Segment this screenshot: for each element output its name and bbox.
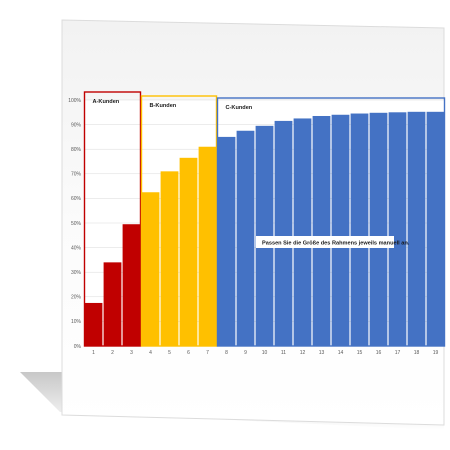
- bar-series: [84, 111, 445, 347]
- y-tick-label: 70%: [71, 172, 82, 178]
- x-tick-label: 15: [357, 350, 363, 356]
- y-tick-label: 50%: [71, 221, 82, 227]
- bar: [312, 115, 331, 347]
- x-tick-label: 4: [149, 350, 152, 356]
- x-tick-label: 17: [395, 350, 401, 356]
- y-tick-label: 40%: [71, 245, 82, 251]
- bar: [103, 262, 122, 346]
- y-tick-label: 90%: [71, 122, 82, 128]
- annotation-text: Passen Sie die Größe des Rahmens jeweils…: [262, 241, 410, 247]
- annotation-box: [256, 236, 394, 248]
- group-label: C-Kunden: [226, 105, 253, 111]
- bar: [407, 111, 426, 346]
- x-tick-label: 19: [433, 350, 439, 356]
- bar: [141, 192, 160, 346]
- x-tick-label: 5: [168, 350, 171, 356]
- x-tick-label: 12: [300, 350, 306, 356]
- bar: [293, 118, 312, 346]
- x-tick-label: 9: [244, 350, 247, 356]
- bar: [179, 157, 198, 346]
- bar: [350, 113, 369, 346]
- x-tick-label: 8: [225, 350, 228, 356]
- y-tick-label: 30%: [71, 270, 82, 276]
- x-tick-label: 3: [130, 350, 133, 356]
- group-frame: [140, 95, 218, 347]
- group-frames: A-Kunden B-Kunden C-Kunden: [83, 91, 446, 347]
- y-tick-label: 20%: [71, 295, 82, 301]
- y-tick-label: 100%: [68, 98, 81, 104]
- y-tick-label: 10%: [71, 319, 82, 325]
- x-tick-label: 7: [206, 350, 209, 356]
- bar: [236, 130, 255, 346]
- y-tick-label: 0%: [74, 344, 82, 350]
- group-frame: [216, 97, 446, 347]
- x-tick-label: 1: [92, 350, 95, 356]
- y-tick-label: 80%: [71, 147, 82, 153]
- x-tick-label: 6: [187, 350, 190, 356]
- bar: [122, 224, 141, 346]
- bar: [160, 171, 179, 346]
- bar: [369, 112, 388, 347]
- bar: [198, 146, 217, 346]
- x-tick-label: 14: [338, 350, 344, 356]
- group-label: B-Kunden: [150, 103, 177, 109]
- x-axis-ticks: 1 2 3 4 5 6 7 8 9 10 11 12 13 14 15 16 17 18 19: [92, 350, 438, 356]
- group-frame: [83, 91, 142, 347]
- bar: [217, 136, 236, 346]
- x-tick-label: 2: [111, 350, 114, 356]
- x-tick-label: 11: [281, 350, 286, 356]
- x-tick-label: 13: [319, 350, 325, 356]
- x-tick-label: 18: [414, 350, 420, 356]
- y-tick-label: 60%: [71, 196, 82, 202]
- x-tick-label: 10: [262, 350, 268, 356]
- bar: [255, 125, 274, 346]
- bar: [388, 112, 407, 346]
- bar: [84, 302, 103, 346]
- bar: [331, 114, 350, 346]
- bar: [274, 120, 293, 346]
- y-axis-ticks: 0% 10% 20% 30% 40% 50% 60% 70% 80% 90% 100%: [68, 98, 81, 350]
- bar: [426, 111, 445, 346]
- x-tick-label: 16: [376, 350, 382, 356]
- group-label: A-Kunden: [93, 99, 120, 105]
